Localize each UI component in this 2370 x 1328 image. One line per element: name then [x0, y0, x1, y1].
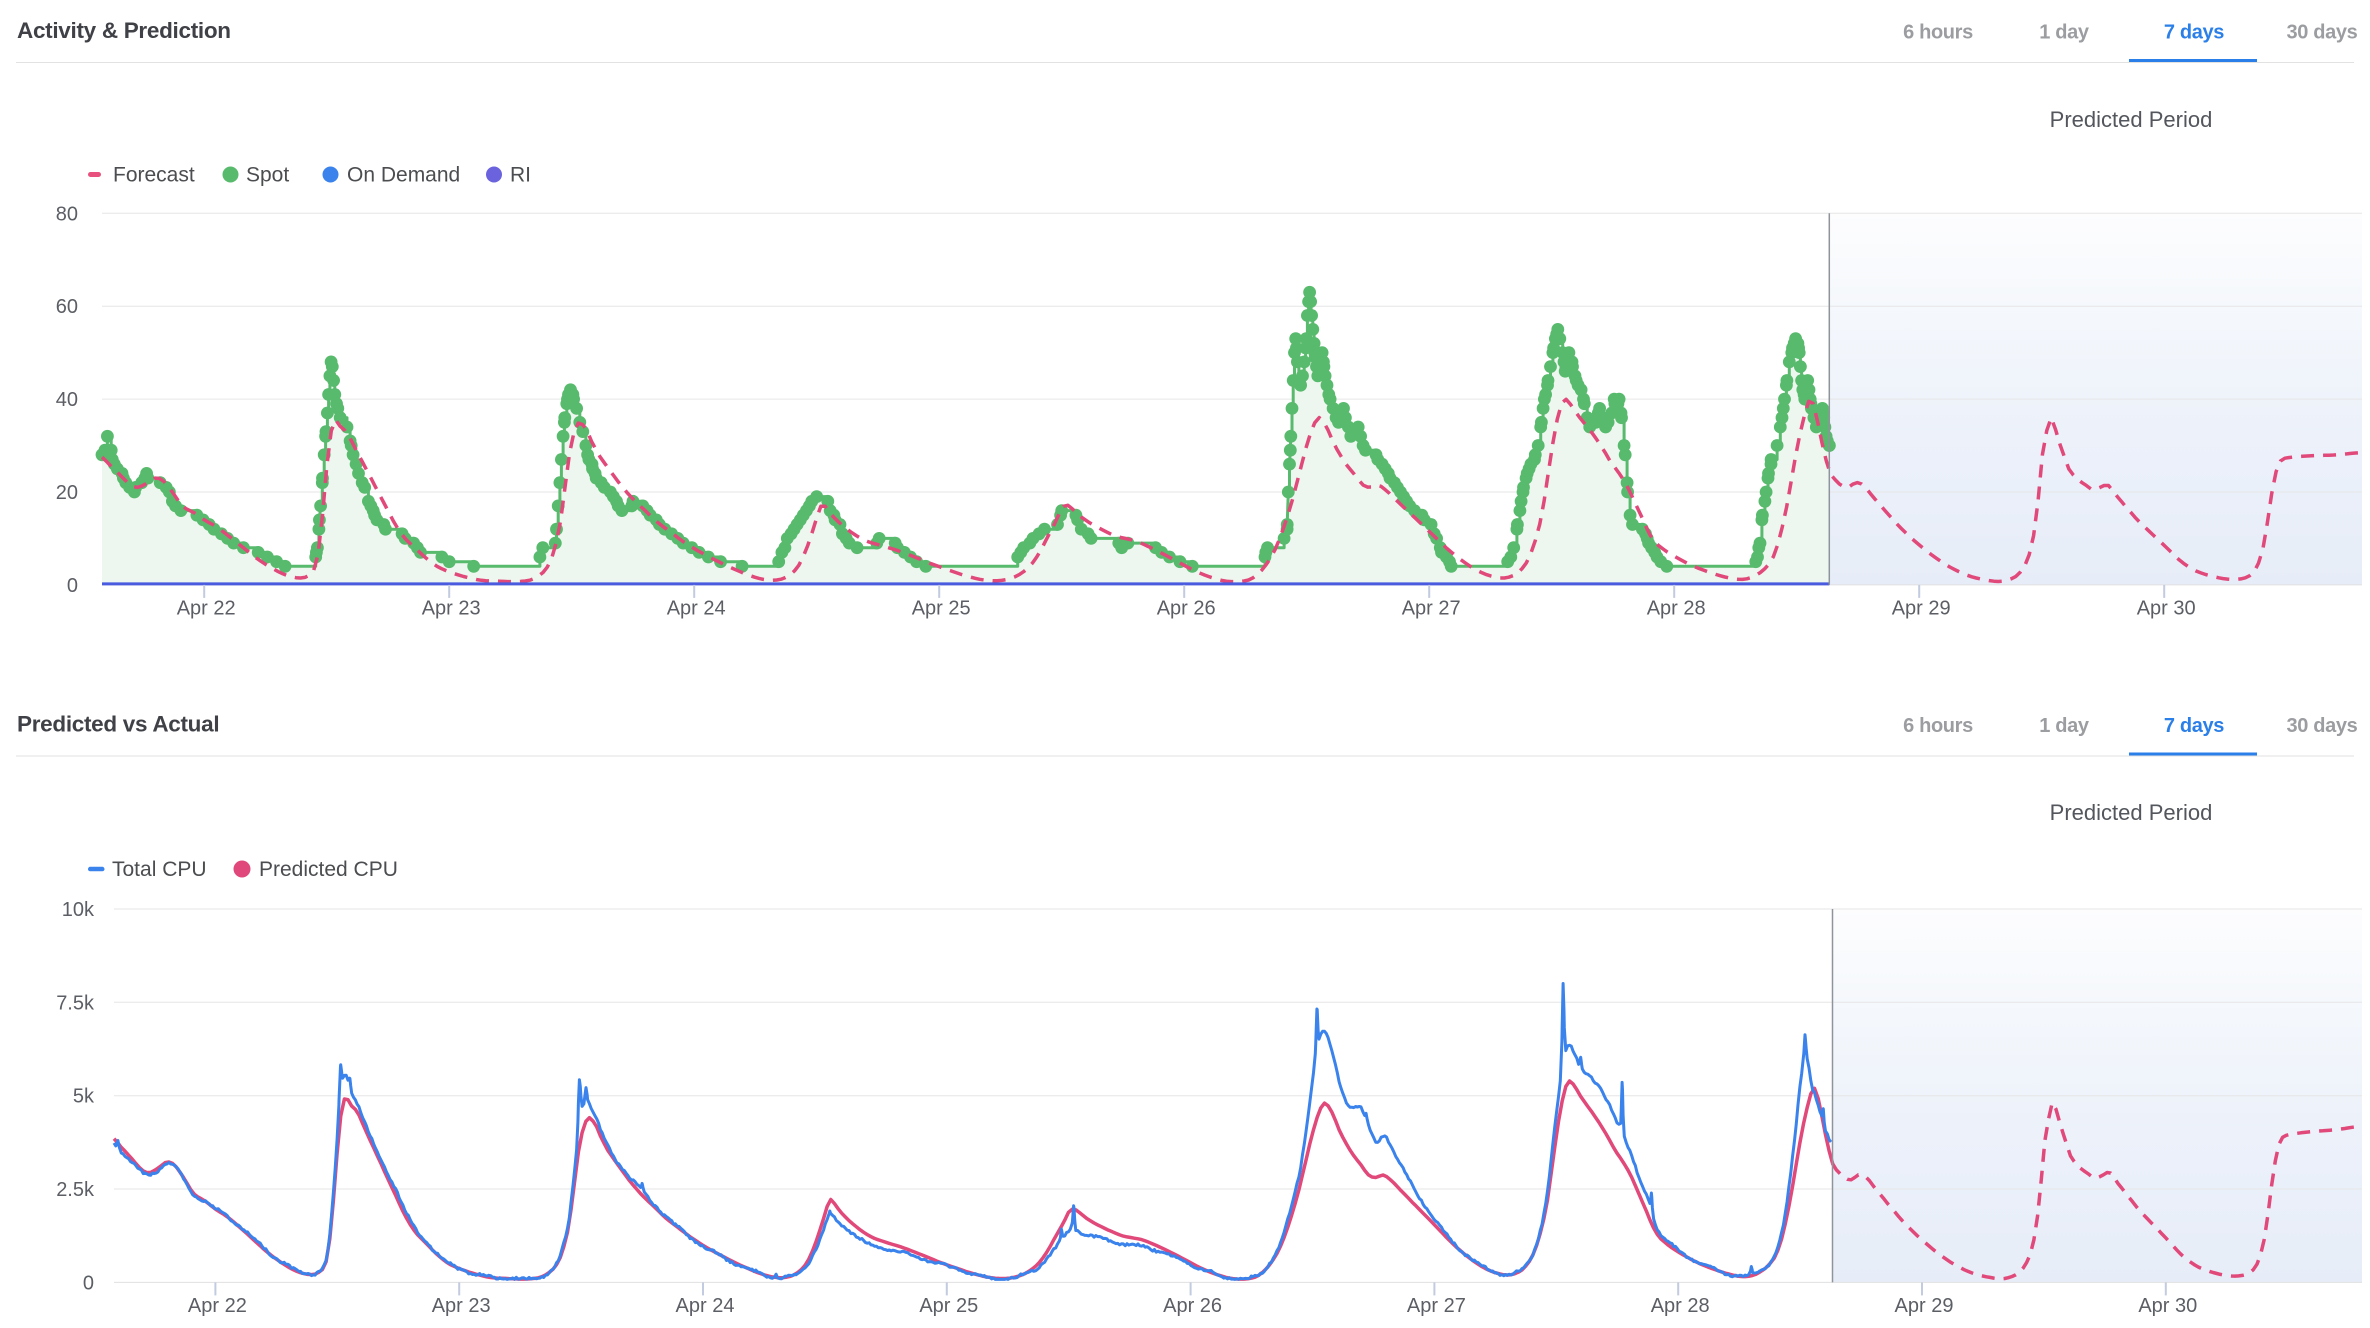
- svg-text:Apr 29: Apr 29: [1895, 1295, 1954, 1317]
- svg-text:Apr 30: Apr 30: [2137, 597, 2196, 619]
- svg-text:Apr 28: Apr 28: [1651, 1295, 1710, 1317]
- svg-text:80: 80: [56, 203, 78, 225]
- svg-text:Apr 26: Apr 26: [1157, 597, 1216, 619]
- svg-text:Apr 23: Apr 23: [432, 1295, 491, 1317]
- svg-text:Apr 27: Apr 27: [1407, 1295, 1466, 1317]
- svg-text:On Demand: On Demand: [347, 164, 460, 187]
- svg-text:RI: RI: [510, 164, 531, 187]
- svg-text:6 hours: 6 hours: [1903, 22, 1973, 44]
- svg-text:0: 0: [83, 1272, 94, 1294]
- svg-text:5k: 5k: [73, 1086, 95, 1108]
- svg-text:7 days: 7 days: [2164, 22, 2224, 44]
- svg-text:Apr 22: Apr 22: [177, 597, 236, 619]
- svg-text:Apr 25: Apr 25: [912, 597, 971, 619]
- svg-text:Total CPU: Total CPU: [112, 858, 207, 881]
- svg-text:Apr 26: Apr 26: [1163, 1295, 1222, 1317]
- svg-text:Apr 28: Apr 28: [1647, 597, 1706, 619]
- svg-text:Activity & Prediction: Activity & Prediction: [17, 18, 231, 43]
- svg-text:10k: 10k: [62, 899, 95, 921]
- svg-text:Apr 27: Apr 27: [1402, 597, 1461, 619]
- svg-text:20: 20: [56, 482, 78, 504]
- svg-text:Predicted Period: Predicted Period: [2050, 800, 2213, 825]
- svg-text:Forecast: Forecast: [113, 164, 195, 187]
- svg-text:Apr 25: Apr 25: [919, 1295, 978, 1317]
- svg-text:Apr 24: Apr 24: [667, 597, 726, 619]
- svg-text:1 day: 1 day: [2039, 22, 2090, 44]
- svg-text:Apr 24: Apr 24: [676, 1295, 735, 1317]
- svg-text:40: 40: [56, 389, 78, 411]
- svg-text:Apr 23: Apr 23: [422, 597, 481, 619]
- svg-text:Apr 22: Apr 22: [188, 1295, 247, 1317]
- svg-text:7 days: 7 days: [2164, 715, 2224, 737]
- svg-text:Predicted CPU: Predicted CPU: [259, 858, 398, 881]
- svg-text:1 day: 1 day: [2039, 715, 2090, 737]
- svg-text:30 days: 30 days: [2287, 715, 2358, 737]
- svg-text:7.5k: 7.5k: [56, 992, 95, 1014]
- svg-text:6 hours: 6 hours: [1903, 715, 1973, 737]
- svg-text:Spot: Spot: [246, 164, 289, 187]
- svg-text:Predicted Period: Predicted Period: [2050, 107, 2213, 132]
- svg-text:2.5k: 2.5k: [56, 1179, 95, 1201]
- svg-text:60: 60: [56, 296, 78, 318]
- svg-text:Predicted vs Actual: Predicted vs Actual: [17, 712, 219, 737]
- svg-text:Apr 29: Apr 29: [1892, 597, 1951, 619]
- svg-text:Apr 30: Apr 30: [2138, 1295, 2197, 1317]
- svg-text:30 days: 30 days: [2287, 22, 2358, 44]
- svg-text:0: 0: [67, 575, 78, 597]
